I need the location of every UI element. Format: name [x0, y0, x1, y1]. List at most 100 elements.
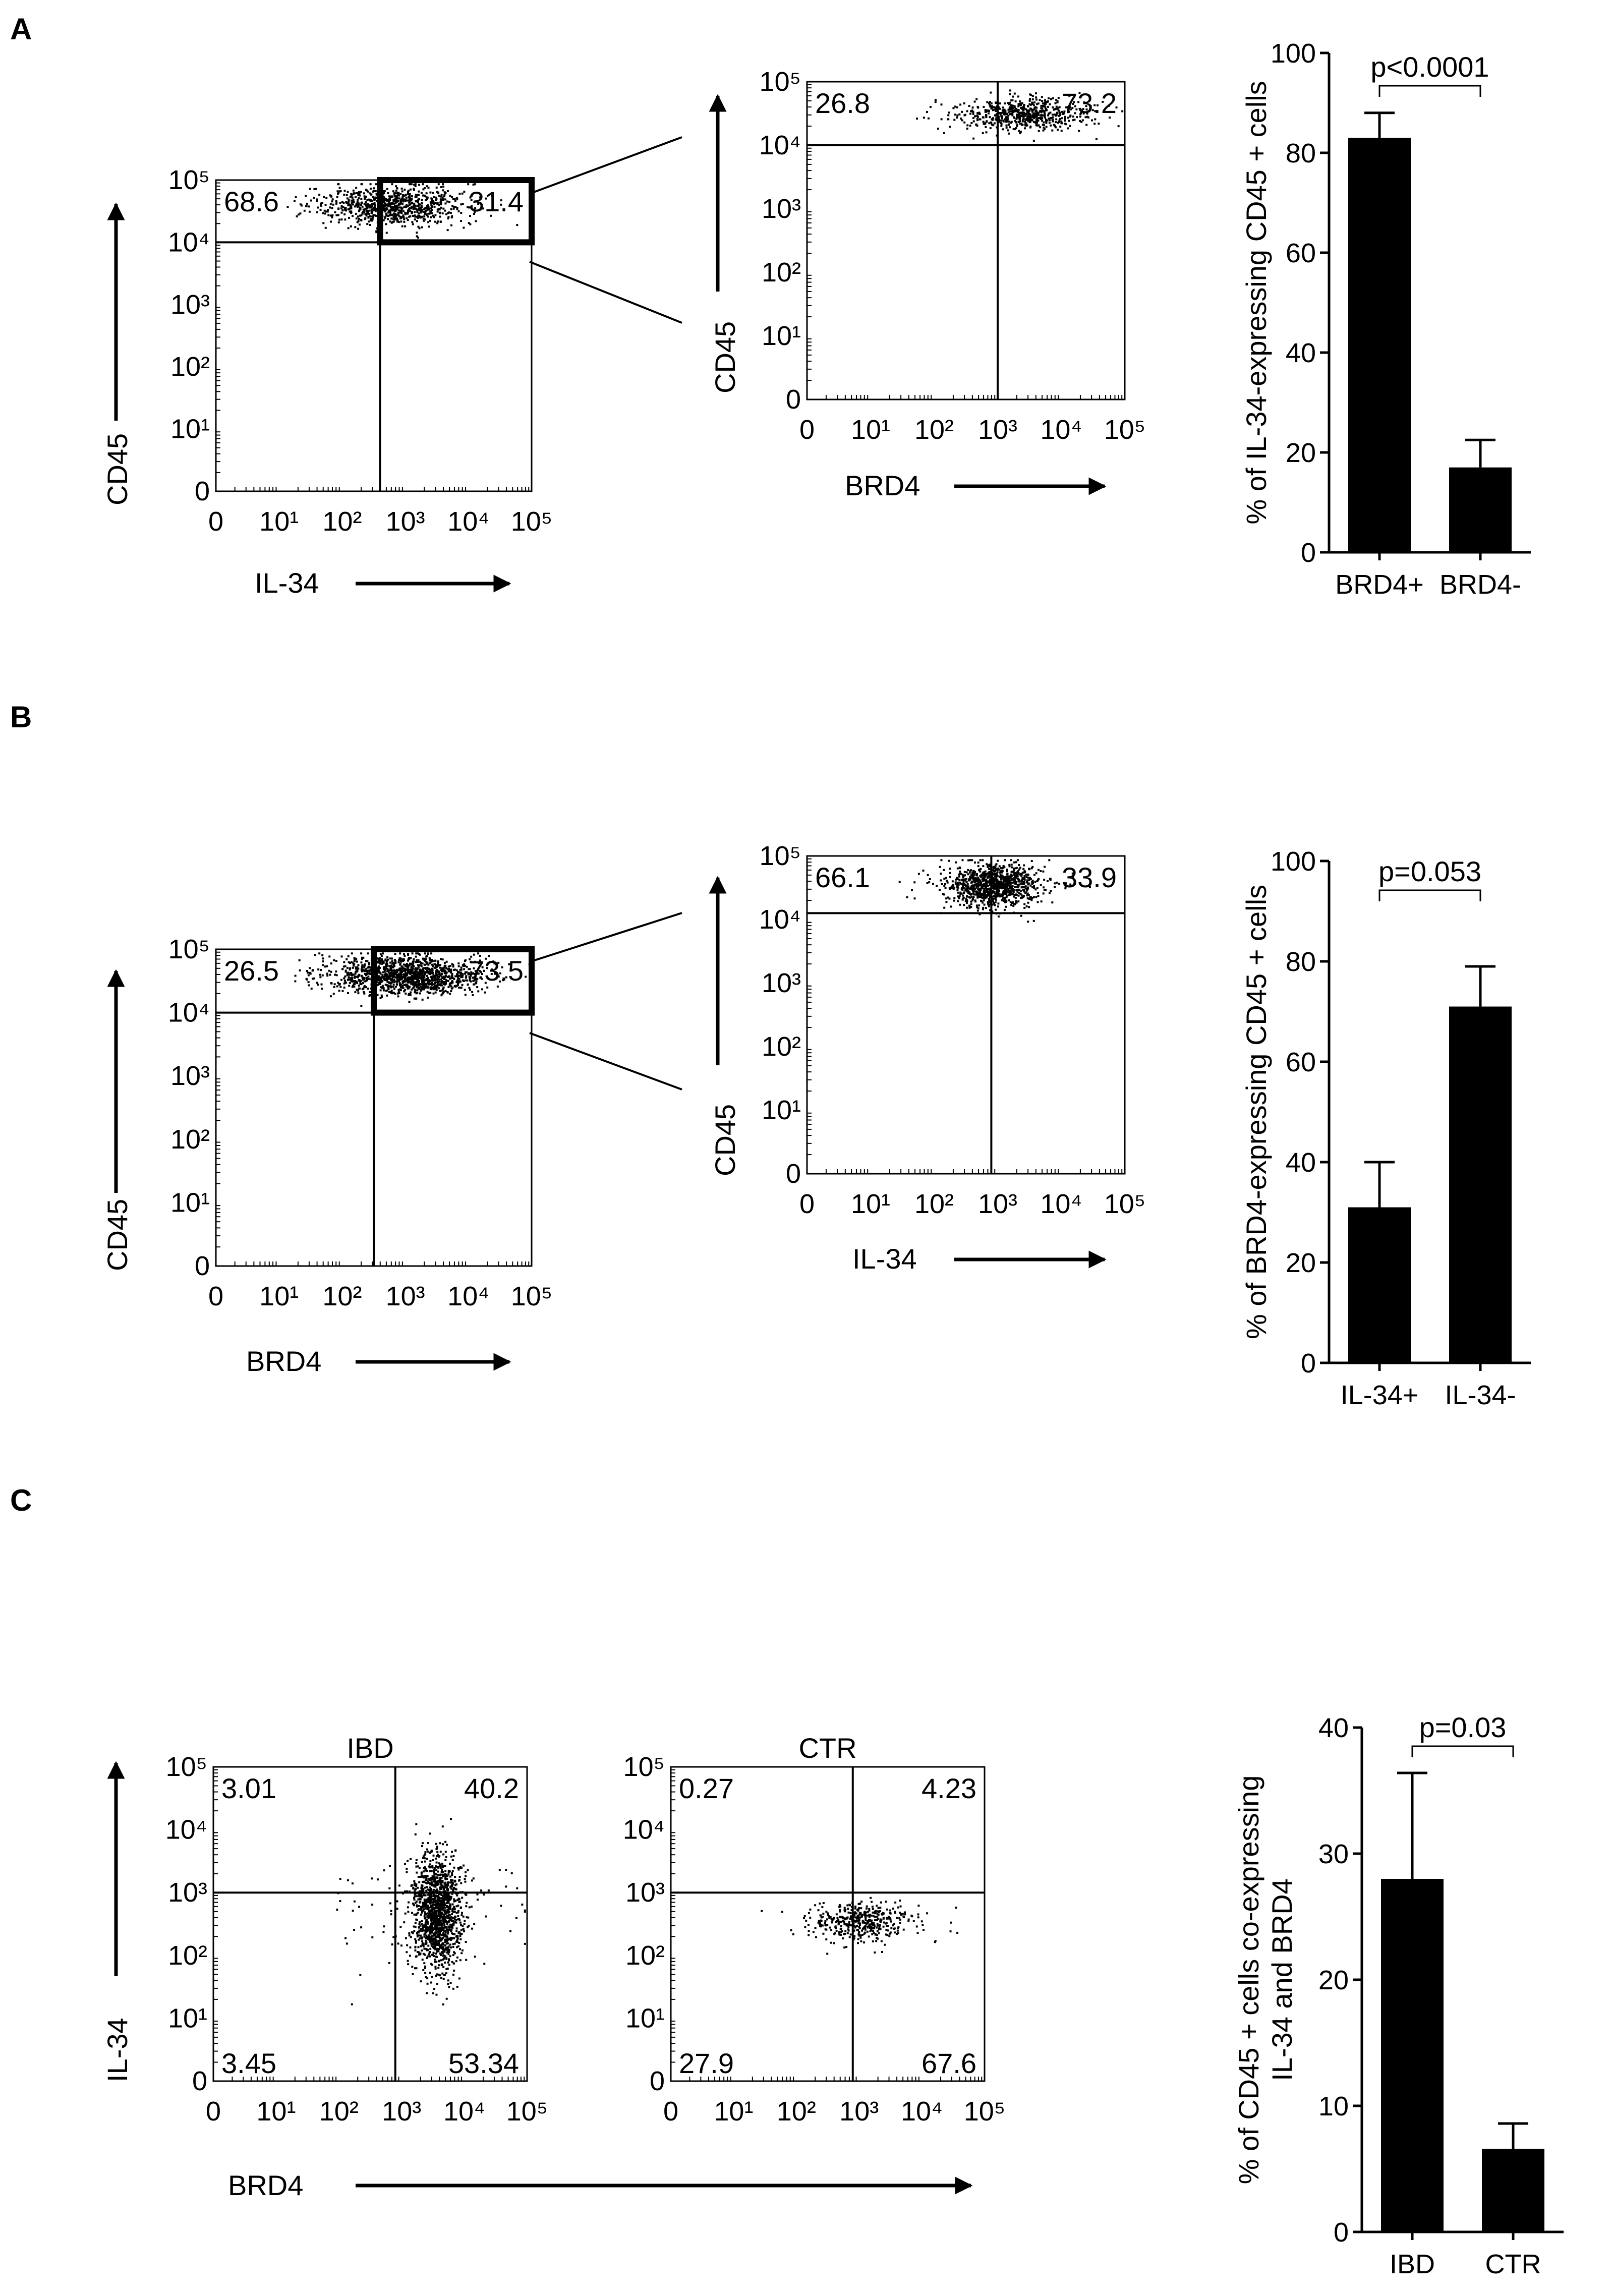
event-dot — [1053, 108, 1055, 111]
event-dot — [378, 977, 381, 980]
event-dot — [1079, 116, 1081, 118]
event-dot — [1044, 106, 1047, 109]
event-dot — [442, 1913, 444, 1916]
event-dot — [973, 884, 976, 886]
event-dot — [1022, 106, 1024, 109]
event-dot — [451, 1892, 453, 1895]
event-dot — [1005, 126, 1008, 129]
event-dot — [376, 957, 379, 960]
event-dot — [1020, 875, 1022, 877]
event-dot — [450, 1896, 452, 1898]
event-dot — [997, 902, 1000, 905]
event-dot — [427, 1944, 430, 1947]
event-dot — [313, 977, 315, 980]
event-dot — [1048, 118, 1050, 120]
event-dot — [454, 968, 456, 971]
event-dot — [980, 874, 983, 876]
event-dot — [426, 969, 428, 972]
event-dot — [983, 903, 986, 906]
event-dot — [352, 201, 354, 204]
event-dot — [490, 968, 493, 971]
event-dot — [368, 972, 370, 975]
event-dot — [412, 982, 414, 984]
event-dot — [335, 201, 338, 204]
event-dot — [1023, 879, 1026, 881]
event-dot — [296, 215, 298, 218]
event-dot — [462, 974, 464, 977]
event-dot — [449, 1908, 451, 1910]
event-dot — [365, 195, 368, 198]
event-dot — [968, 871, 971, 874]
event-dot — [394, 198, 396, 201]
event-dot — [984, 876, 986, 878]
event-dot — [966, 886, 969, 888]
event-dot — [385, 965, 388, 967]
event-dot — [432, 992, 435, 995]
event-dot — [906, 896, 908, 899]
event-dot — [451, 980, 453, 982]
event-dot — [1000, 878, 1003, 880]
event-dot — [402, 973, 405, 975]
event-dot — [956, 106, 958, 108]
event-dot — [995, 898, 997, 901]
event-dot — [445, 979, 448, 982]
event-dot — [438, 978, 440, 981]
event-dot — [455, 969, 458, 971]
event-dot — [435, 987, 438, 990]
event-dot — [934, 99, 937, 101]
event-dot — [420, 1884, 423, 1886]
event-dot — [335, 202, 337, 205]
event-dot — [431, 212, 433, 214]
event-dot — [1045, 120, 1048, 122]
event-dot — [409, 994, 412, 996]
event-dot — [337, 982, 339, 984]
event-dot — [410, 183, 413, 186]
event-dot — [1011, 866, 1013, 869]
event-dot — [1007, 114, 1010, 117]
event-dot — [456, 207, 458, 209]
event-dot — [425, 196, 428, 199]
event-dot — [330, 195, 333, 198]
event-dot — [437, 183, 440, 186]
event-dot — [346, 194, 348, 196]
event-dot — [1076, 116, 1078, 119]
event-dot — [979, 118, 982, 121]
event-dot — [1022, 883, 1025, 885]
event-dot — [964, 874, 966, 877]
event-dot — [444, 1877, 446, 1879]
event-dot — [992, 124, 995, 127]
event-dot — [407, 212, 409, 215]
event-dot — [1043, 886, 1045, 889]
event-dot — [1021, 120, 1024, 123]
event-dot — [329, 220, 332, 223]
event-dot — [415, 200, 417, 203]
event-dot — [452, 1973, 454, 1976]
event-dot — [349, 967, 352, 969]
event-dot — [396, 218, 398, 221]
event-dot — [379, 960, 381, 963]
event-dot — [306, 202, 308, 205]
event-dot — [358, 217, 361, 220]
event-dot — [418, 205, 420, 207]
event-dot — [348, 204, 351, 207]
event-dot — [391, 183, 393, 186]
event-dot — [429, 1925, 432, 1928]
event-dot — [1018, 864, 1020, 866]
event-dot — [1000, 123, 1003, 126]
event-dot — [473, 967, 475, 969]
event-dot — [384, 979, 387, 981]
x-tick-label: 0 — [799, 1189, 815, 1219]
event-dot — [383, 199, 385, 201]
event-dot — [463, 963, 466, 965]
event-dot — [299, 212, 302, 215]
event-dot — [403, 984, 406, 986]
event-dot — [435, 971, 437, 974]
event-dot — [438, 1930, 441, 1932]
event-dot — [448, 967, 450, 970]
event-dot — [915, 118, 918, 120]
event-dot — [1035, 124, 1038, 127]
event-dot — [427, 1893, 430, 1896]
event-dot — [401, 207, 404, 210]
event-dot — [366, 189, 368, 192]
event-dot — [358, 191, 360, 194]
